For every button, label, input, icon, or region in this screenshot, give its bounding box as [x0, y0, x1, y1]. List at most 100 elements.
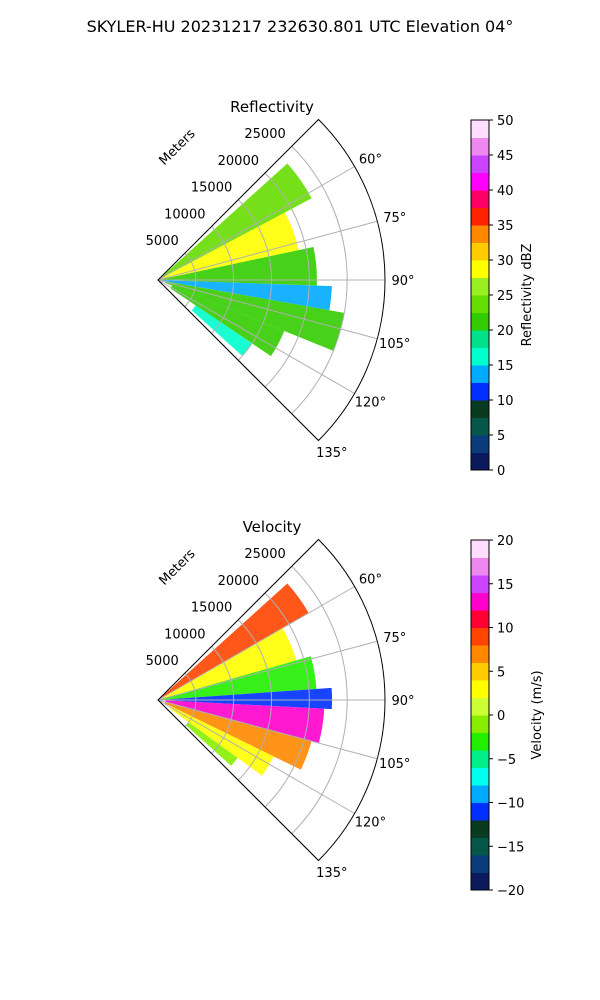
reflectivity-colorbar-tick-label: 30: [497, 254, 514, 269]
velocity-radial-line: [157, 586, 355, 701]
reflectivity-azimuth-tick-label: 120°: [355, 396, 386, 411]
reflectivity-colorbar: 0 5 10 15 20 25 30 35 40 45 50: [470, 114, 514, 479]
reflectivity-azimuth-tick-label: 60°: [359, 153, 382, 168]
velocity-range-tick-label: 10000: [164, 627, 205, 642]
reflectivity-colorbar-segment: [471, 120, 489, 138]
reflectivity-azimuth-tick-label: 90°: [391, 274, 414, 289]
velocity-echoes: [160, 583, 333, 776]
reflectivity-colorbar-segment: [471, 295, 489, 313]
reflectivity-colorbar-segment: [471, 137, 489, 156]
velocity-colorbar-segment: [471, 715, 489, 733]
reflectivity-colorbar-segment: [471, 277, 489, 296]
velocity-colorbar-tick-label: 20: [497, 534, 514, 549]
velocity-azimuth-tick-label: 90°: [391, 694, 414, 709]
reflectivity-grid: [157, 118, 386, 442]
reflectivity-radial-line: [157, 279, 355, 394]
reflectivity-colorbar-segment: [471, 260, 489, 278]
velocity-azimuth-tick-label: 120°: [355, 816, 386, 831]
velocity-colorbar-segment: [471, 750, 489, 768]
reflectivity-echo-sector: [161, 212, 299, 280]
reflectivity-colorbar-segment: [471, 155, 489, 173]
reflectivity-range-label: Meters: [157, 126, 199, 168]
reflectivity-colorbar-tick-label: 45: [497, 149, 514, 164]
velocity-echo-sector: [186, 722, 238, 766]
velocity-sector-outline: [157, 538, 386, 862]
reflectivity-range-tick-label: 15000: [191, 181, 232, 196]
velocity-colorbar-segment: [471, 820, 489, 838]
reflectivity-range-tick-label: 5000: [146, 234, 179, 249]
reflectivity-colorbar-tick-label: 25: [497, 289, 514, 304]
reflectivity-azimuth-tick-label: 135°: [316, 446, 347, 461]
reflectivity-colorbar-tick-label: 0: [497, 464, 505, 479]
velocity-colorbar-tick-label: 0: [497, 709, 505, 724]
velocity-colorbar-tick-label: 10: [497, 622, 514, 637]
reflectivity-colorbar-tick-label: 40: [497, 184, 514, 199]
reflectivity-colorbar-label: Reflectivity dBZ: [520, 244, 535, 347]
velocity-colorbar: −20 −15 −10 −5 0 5 10 15 20: [470, 534, 524, 899]
velocity-radial-line: [157, 640, 378, 701]
velocity-title: Velocity: [243, 518, 302, 536]
velocity-colorbar-segment: [471, 802, 489, 821]
velocity-colorbar-tick-label: −10: [497, 797, 524, 812]
reflectivity-range-tick-label: 10000: [164, 207, 205, 222]
reflectivity-colorbar-segment: [471, 225, 489, 243]
reflectivity-colorbar-segment: [471, 347, 489, 366]
velocity-colorbar-segment: [471, 662, 489, 681]
velocity-azimuth-tick-label: 135°: [316, 866, 347, 881]
reflectivity-colorbar-tick-label: 50: [497, 114, 514, 129]
figure-title: SKYLER-HU 20231217 232630.801 UTC Elevat…: [87, 17, 514, 36]
reflectivity-colorbar-tick-label: 15: [497, 359, 514, 374]
velocity-colorbar-segment: [471, 645, 489, 663]
reflectivity-title: Reflectivity: [230, 98, 314, 116]
velocity-echo-sector: [161, 628, 297, 699]
velocity-colorbar-segment: [471, 610, 489, 628]
velocity-azimuth-tick-label: 75°: [383, 631, 406, 646]
reflectivity-colorbar-segment: [471, 242, 489, 261]
reflectivity-radial-line: [157, 166, 355, 281]
velocity-panel: Velocity 5000 10000 15000 20000 25000 60° 75° 9…: [146, 518, 545, 899]
reflectivity-colorbar-segment: [471, 207, 489, 226]
reflectivity-echo-sector: [160, 163, 312, 279]
velocity-range-tick-label: 15000: [191, 601, 232, 616]
velocity-colorbar-segment: [471, 540, 489, 558]
velocity-echo-sector: [164, 701, 312, 770]
velocity-colorbar-tick-label: −5: [497, 753, 516, 768]
reflectivity-colorbar-tick-label: 20: [497, 324, 514, 339]
velocity-azimuth-tick-label: 60°: [359, 573, 382, 588]
velocity-colorbar-segment: [471, 575, 489, 593]
reflectivity-azimuth-tick-label: 105°: [379, 337, 410, 352]
velocity-colorbar-tick-label: 15: [497, 578, 514, 593]
reflectivity-echo-sector: [191, 305, 253, 356]
velocity-colorbar-segment: [471, 732, 489, 751]
velocity-colorbar-segment: [471, 785, 489, 803]
velocity-range-tick-label: 25000: [244, 547, 285, 562]
reflectivity-colorbar-segment: [471, 400, 489, 418]
velocity-colorbar-segment: [471, 837, 489, 856]
velocity-colorbar-segment: [471, 697, 489, 716]
reflectivity-colorbar-segment: [471, 435, 489, 453]
reflectivity-echo-sector: [161, 246, 317, 286]
reflectivity-radial-line: [157, 220, 378, 281]
velocity-echo-sector: [160, 583, 309, 699]
reflectivity-colorbar-segment: [471, 190, 489, 208]
velocity-azimuth-tick-label: 105°: [379, 757, 410, 772]
velocity-echo-sector: [161, 687, 333, 710]
reflectivity-colorbar-segment: [471, 382, 489, 401]
reflectivity-radial-line: [157, 279, 378, 340]
velocity-colorbar-segment: [471, 557, 489, 576]
reflectivity-range-tick-label: 20000: [218, 154, 259, 169]
reflectivity-axis-labels: 5000 10000 15000 20000 25000 60° 75° 90° 105° 120…: [146, 127, 415, 461]
velocity-axis-labels: 5000 10000 15000 20000 25000 60° 75° 90° 105° 120…: [146, 547, 415, 881]
reflectivity-colorbar-segment: [471, 172, 489, 191]
reflectivity-colorbar-segment: [471, 330, 489, 348]
velocity-range-tick-label: 5000: [146, 654, 179, 669]
velocity-colorbar-segment: [471, 767, 489, 786]
velocity-colorbar-tick-label: 5: [497, 665, 505, 680]
reflectivity-colorbar-segment: [471, 365, 489, 383]
velocity-radial-line: [157, 699, 378, 760]
velocity-colorbar-segment: [471, 855, 489, 873]
velocity-colorbar-segment: [471, 680, 489, 698]
velocity-colorbar-segment: [471, 872, 489, 891]
velocity-radial-line: [157, 699, 355, 814]
